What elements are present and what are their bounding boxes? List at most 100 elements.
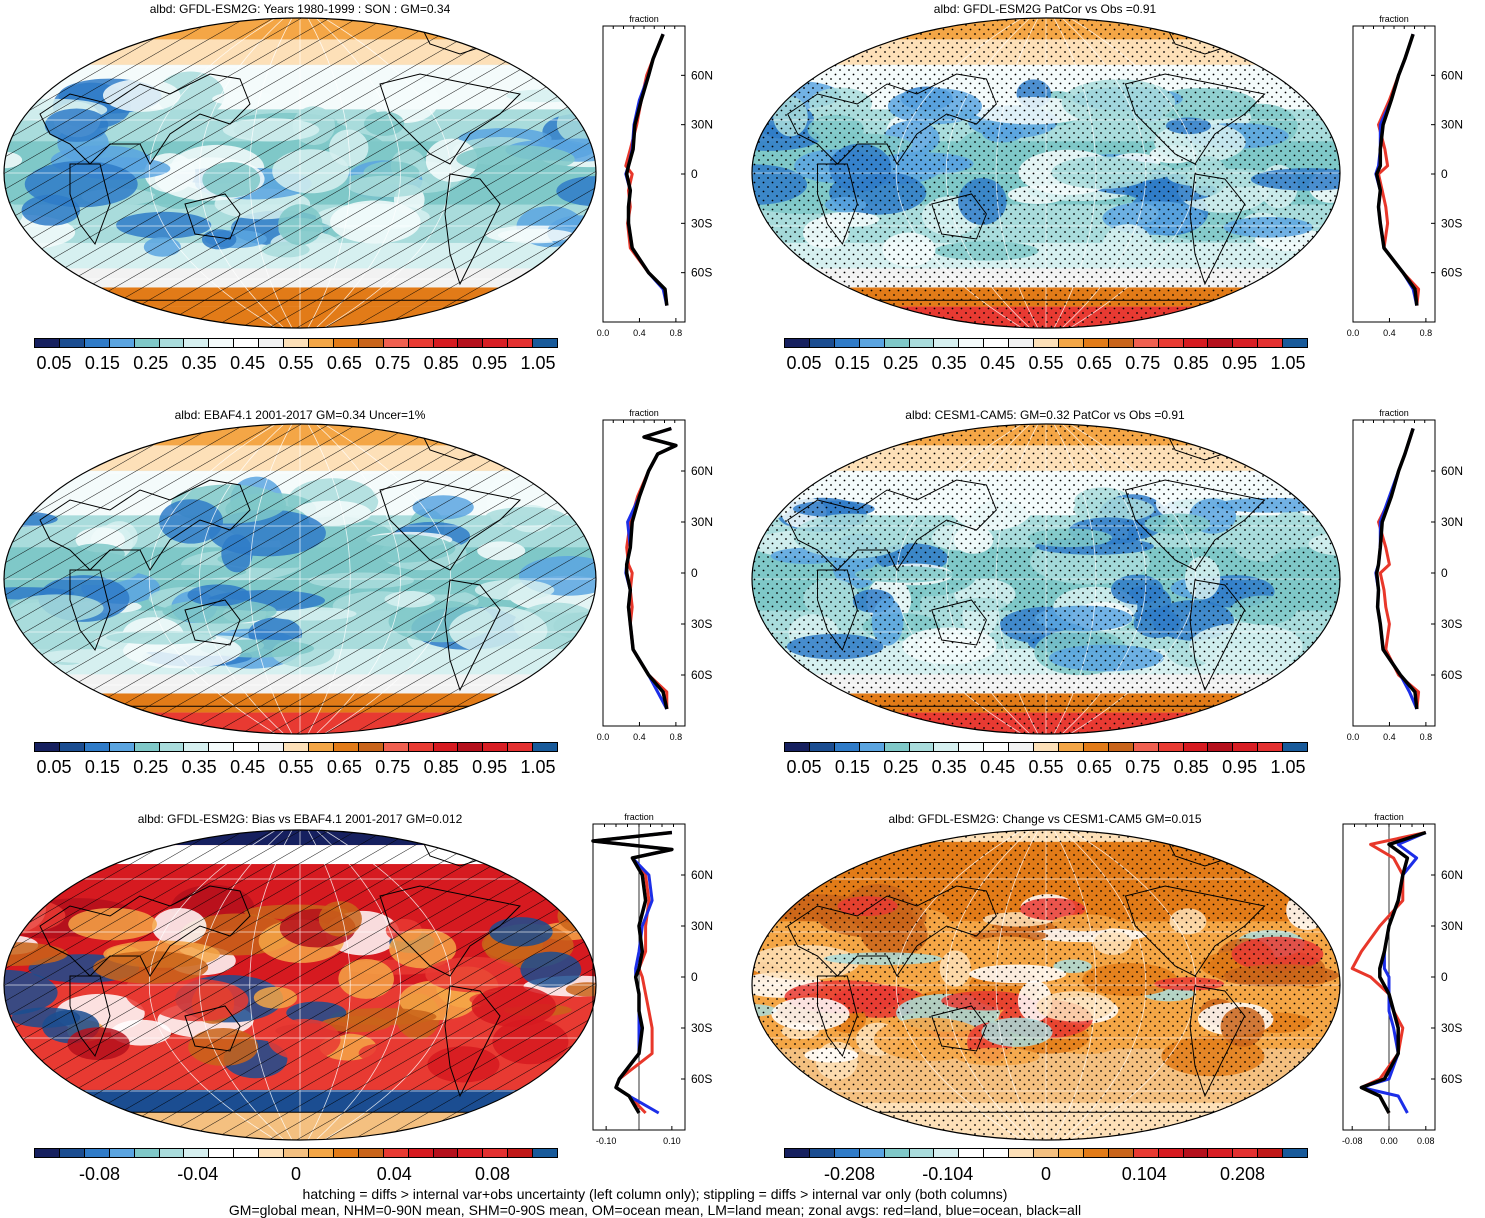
colorbar-cell: [1258, 743, 1284, 751]
colorbar-cell: [159, 1149, 185, 1157]
colorbar-tick-label: 0.08: [474, 1164, 511, 1184]
colorbar-cell: [834, 743, 860, 751]
lat-tick-label: 30S: [1441, 617, 1462, 631]
colorbar-cell: [308, 1149, 334, 1157]
lat-tick-label: 60N: [691, 68, 713, 82]
colorbar-tick-label: 0.25: [883, 353, 919, 373]
colorbar-cell: [809, 339, 835, 347]
colorbar-p3: [34, 742, 558, 752]
colorbar-tick-label: 0.35: [181, 353, 217, 373]
colorbar-cell: [859, 1149, 885, 1157]
colorbar-cell: [1009, 1149, 1035, 1157]
colorbar-cell: [483, 743, 509, 751]
colorbar-tick-label: 1.05: [1270, 757, 1306, 777]
colorbar-cell: [1108, 339, 1134, 347]
colorbar-cell: [785, 339, 810, 347]
zonal-series-land: [625, 427, 678, 709]
colorbar-cell: [408, 339, 434, 347]
colorbar-cell: [284, 743, 309, 751]
map-title-p6: albd: GFDL-ESM2G: Change vs CESM1-CAM5 G…: [888, 812, 1202, 826]
colorbar-tick-label: 0.35: [181, 757, 217, 777]
colorbar-tick-label: 0.75: [1125, 353, 1161, 373]
colorbar-tick-label: 0.95: [472, 353, 508, 373]
lat-tick-label: 60N: [1441, 68, 1463, 82]
colorbar-cell: [308, 743, 334, 751]
colorbar-cell: [1009, 743, 1035, 751]
zonal-mean-p3: fraction 60N 30N 0 30S 60S 0.0 0.4 0.8: [597, 408, 713, 742]
colorbar-cell: [109, 339, 135, 347]
colorbar-cell: [785, 743, 810, 751]
colorbar-cell: [1283, 1149, 1308, 1157]
zonal-x-tick-label: 0.0: [597, 328, 610, 338]
fraction-label: fraction: [1379, 14, 1409, 24]
zonal-series-all: [1359, 830, 1427, 1114]
colorbar-cell: [358, 339, 384, 347]
colorbar-tick-label: 0.45: [230, 353, 266, 373]
colorbar-cell: [533, 1149, 558, 1157]
map-p1: [3, 17, 597, 329]
map-p4: [751, 423, 1341, 735]
colorbar-cell: [1283, 339, 1308, 347]
colorbar-tick-label: 0: [290, 1164, 302, 1184]
colorbar-cell: [909, 1149, 935, 1157]
colorbar-cell: [383, 1149, 409, 1157]
colorbar-cell: [1108, 1149, 1134, 1157]
zonal-x-tick-label: 0.4: [633, 732, 646, 742]
colorbar-cell: [284, 339, 309, 347]
colorbar-cell: [834, 1149, 860, 1157]
colorbar-cell: [159, 339, 185, 347]
zonal-frame: [602, 25, 686, 323]
colorbar-tick-label: 0.85: [423, 757, 459, 777]
zonal-series-ocean: [591, 831, 674, 1115]
lat-tick-label: 60N: [691, 868, 713, 882]
colorbar-cell: [1233, 743, 1259, 751]
colorbar-cell: [1083, 743, 1109, 751]
colorbar-tick-label: 0.75: [375, 353, 411, 373]
colorbar-cell: [1034, 339, 1059, 347]
colorbar-cell: [134, 1149, 160, 1157]
zonal-mean-p1: fraction 60N 30N 0 30S 60S 0.0 0.4 0.8: [597, 14, 713, 338]
colorbar-tick-label: 0.65: [1076, 757, 1112, 777]
lat-tick-label: 60N: [1441, 868, 1463, 882]
colorbar-cell: [909, 743, 935, 751]
colorbar-tick-label: 1.05: [1270, 353, 1306, 373]
colorbar-tick-label: 0.55: [278, 353, 314, 373]
colorbar-tick-label: 0.104: [1121, 1164, 1167, 1184]
lat-tick-label: 0: [1441, 167, 1448, 181]
colorbar-tick-label: 0.45: [230, 757, 266, 777]
zonal-x-tick-label: 0.0: [597, 732, 610, 742]
colorbar-cell: [1233, 1149, 1259, 1157]
colorbar-cell: [408, 1149, 434, 1157]
colorbar-labels-p1: 0.05 0.15 0.25 0.35 0.45 0.55 0.65 0.75 0.85 0.95…: [34, 353, 558, 375]
colorbar-tick-label: 0.208: [1219, 1164, 1266, 1184]
lat-tick-label: 30S: [691, 1021, 712, 1035]
zonal-series-land: [591, 831, 674, 1115]
colorbar-cell: [1233, 339, 1259, 347]
lat-tick-label: 30N: [691, 118, 713, 132]
map-title-p3: albd: EBAF4.1 2001-2017 GM=0.34 Uncer=1%: [174, 408, 426, 422]
colorbar-cell: [358, 1149, 384, 1157]
colorbar-tick-label: 0.15: [834, 757, 870, 777]
colorbar-labels-p4: 0.05 0.15 0.25 0.35 0.45 0.55 0.65 0.75 0.85 0.95…: [784, 757, 1308, 779]
map-p2: [751, 17, 1341, 329]
colorbar-cell: [809, 743, 835, 751]
lat-tick-label: 0: [1441, 566, 1448, 580]
colorbar-cell: [934, 743, 960, 751]
colorbar-tick-label: 0.35: [931, 757, 967, 777]
zonal-mean-p5: fraction 60N 30N 0 30S 60S -0.10 0.10: [591, 812, 713, 1146]
colorbar-cell: [533, 743, 558, 751]
zonal-x-tick-label: 0.4: [1383, 732, 1396, 742]
colorbar-cell: [483, 339, 509, 347]
colorbar-tick-label: 0.95: [1222, 353, 1258, 373]
colorbar-labels-p6: -0.208 -0.104 0 0.104 0.208: [784, 1164, 1308, 1186]
colorbar-cell: [1133, 743, 1159, 751]
colorbar-cell: [1258, 339, 1284, 347]
zonal-x-tick-label: 0.00: [1380, 1136, 1398, 1146]
lat-tick-label: 30S: [691, 216, 712, 230]
colorbar-tick-label: 0.95: [1222, 757, 1258, 777]
colorbar-cell: [109, 743, 135, 751]
colorbar-labels-p5: -0.08 -0.04 0 0.04 0.08: [34, 1164, 558, 1186]
colorbar-cell: [1183, 743, 1209, 751]
colorbar-tick-label: 0.75: [375, 757, 411, 777]
footer-line-2: GM=global mean, NHM=0-90N mean, SHM=0-90…: [228, 1202, 1082, 1218]
